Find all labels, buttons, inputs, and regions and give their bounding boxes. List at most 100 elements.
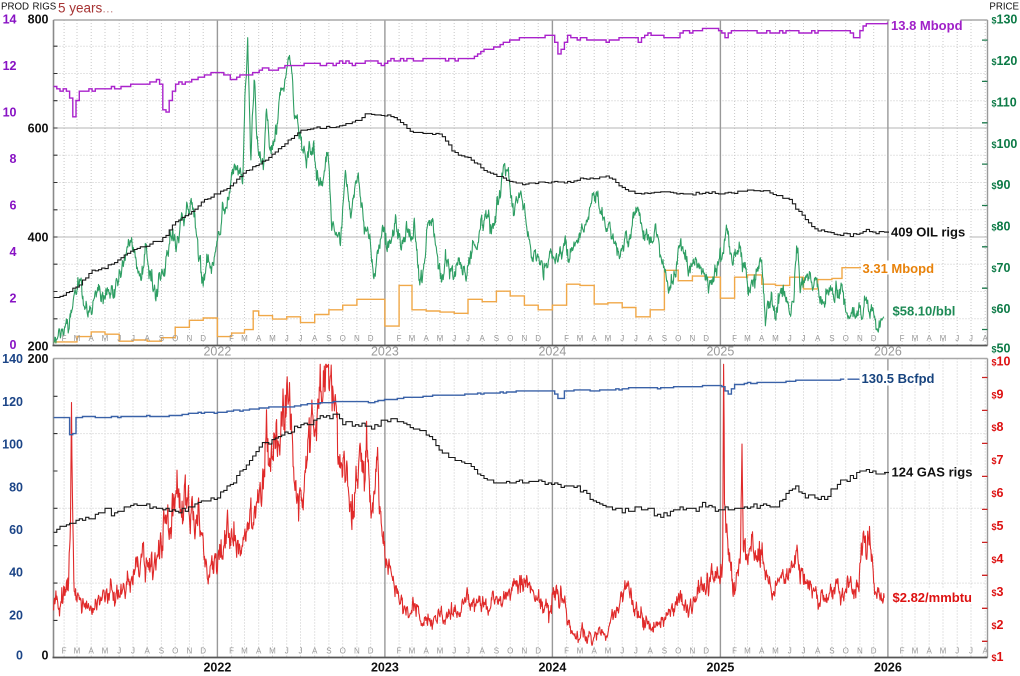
svg-text:A: A bbox=[927, 647, 933, 656]
svg-text:F: F bbox=[397, 647, 402, 656]
svg-text:A: A bbox=[256, 647, 262, 656]
svg-text:O: O bbox=[507, 334, 513, 343]
svg-text:200: 200 bbox=[28, 352, 49, 366]
svg-text:$100: $100 bbox=[992, 137, 1018, 151]
svg-text:$60: $60 bbox=[992, 302, 1011, 316]
svg-text:A: A bbox=[145, 334, 151, 343]
svg-text:$7: $7 bbox=[992, 453, 1004, 467]
svg-text:D: D bbox=[368, 647, 374, 656]
svg-text:O: O bbox=[340, 647, 346, 656]
svg-text:PROD: PROD bbox=[1, 2, 29, 13]
svg-text:M: M bbox=[744, 647, 751, 656]
svg-text:$2: $2 bbox=[992, 618, 1004, 632]
svg-text:600: 600 bbox=[28, 121, 49, 135]
svg-text:S: S bbox=[494, 334, 499, 343]
svg-text:A: A bbox=[815, 334, 821, 343]
svg-text:J: J bbox=[969, 334, 973, 343]
svg-text:J: J bbox=[466, 334, 470, 343]
svg-text:3.31 Mbopd: 3.31 Mbopd bbox=[863, 261, 935, 276]
svg-text:6: 6 bbox=[10, 198, 17, 212]
svg-text:A: A bbox=[592, 334, 598, 343]
svg-text:J: J bbox=[634, 334, 638, 343]
svg-text:A: A bbox=[312, 647, 318, 656]
svg-text:O: O bbox=[675, 334, 681, 343]
svg-text:O: O bbox=[675, 647, 681, 656]
svg-text:4: 4 bbox=[10, 245, 17, 259]
svg-text:O: O bbox=[843, 647, 849, 656]
svg-text:$2.82/mmbtu: $2.82/mmbtu bbox=[893, 590, 973, 605]
svg-text:N: N bbox=[857, 647, 863, 656]
svg-text:O: O bbox=[507, 647, 513, 656]
svg-text:A: A bbox=[256, 334, 262, 343]
svg-text:M: M bbox=[744, 334, 751, 343]
svg-text:J: J bbox=[131, 647, 135, 656]
svg-text:M: M bbox=[409, 647, 416, 656]
svg-text:J: J bbox=[955, 334, 959, 343]
svg-text:$1: $1 bbox=[992, 650, 1004, 664]
svg-text:A: A bbox=[145, 647, 151, 656]
svg-text:M: M bbox=[409, 334, 416, 343]
svg-text:J: J bbox=[117, 334, 121, 343]
svg-text:$80: $80 bbox=[992, 220, 1011, 234]
svg-text:A: A bbox=[648, 647, 654, 656]
svg-text:N: N bbox=[354, 334, 360, 343]
svg-text:2025: 2025 bbox=[706, 661, 734, 675]
svg-text:M: M bbox=[772, 334, 779, 343]
svg-text:M: M bbox=[772, 647, 779, 656]
svg-text:J: J bbox=[452, 334, 456, 343]
svg-text:$10: $10 bbox=[992, 354, 1011, 368]
svg-text:A: A bbox=[759, 647, 765, 656]
svg-text:5 years...: 5 years... bbox=[58, 1, 114, 16]
svg-text:10: 10 bbox=[3, 105, 17, 119]
svg-text:N: N bbox=[522, 647, 528, 656]
svg-text:$50: $50 bbox=[992, 342, 1011, 356]
svg-text:M: M bbox=[577, 334, 584, 343]
svg-text:200: 200 bbox=[28, 339, 49, 353]
svg-text:D: D bbox=[703, 647, 709, 656]
svg-text:S: S bbox=[326, 334, 331, 343]
svg-text:F: F bbox=[62, 647, 67, 656]
svg-text:J: J bbox=[466, 647, 470, 656]
svg-text:14: 14 bbox=[3, 12, 17, 26]
svg-text:60: 60 bbox=[9, 523, 23, 537]
svg-text:O: O bbox=[172, 334, 178, 343]
svg-text:F: F bbox=[900, 647, 905, 656]
svg-text:M: M bbox=[577, 647, 584, 656]
svg-text:M: M bbox=[241, 647, 248, 656]
svg-text:A: A bbox=[424, 334, 430, 343]
svg-text:J: J bbox=[969, 647, 973, 656]
svg-text:M: M bbox=[74, 647, 81, 656]
svg-text:A: A bbox=[759, 334, 765, 343]
svg-text:A: A bbox=[815, 647, 821, 656]
svg-text:J: J bbox=[285, 334, 289, 343]
svg-text:124 GAS rigs: 124 GAS rigs bbox=[892, 465, 973, 480]
svg-text:F: F bbox=[62, 334, 67, 343]
svg-text:2023: 2023 bbox=[371, 661, 399, 675]
svg-text:D: D bbox=[871, 647, 877, 656]
svg-text:M: M bbox=[912, 334, 919, 343]
svg-text:RIGS: RIGS bbox=[33, 2, 57, 13]
svg-text:A: A bbox=[480, 647, 486, 656]
svg-text:J: J bbox=[620, 334, 624, 343]
svg-text:N: N bbox=[690, 334, 696, 343]
svg-text:$70: $70 bbox=[992, 261, 1011, 275]
svg-text:M: M bbox=[437, 647, 444, 656]
svg-text:S: S bbox=[662, 334, 667, 343]
svg-text:O: O bbox=[340, 334, 346, 343]
svg-text:J: J bbox=[955, 647, 959, 656]
svg-text:$90: $90 bbox=[992, 178, 1011, 192]
svg-text:$6: $6 bbox=[992, 486, 1004, 500]
svg-text:2026: 2026 bbox=[874, 661, 902, 675]
svg-text:A: A bbox=[424, 647, 430, 656]
svg-text:$58.10/bbl: $58.10/bbl bbox=[893, 303, 956, 318]
svg-text:J: J bbox=[620, 647, 624, 656]
svg-text:$8: $8 bbox=[992, 420, 1004, 434]
svg-text:J: J bbox=[802, 334, 806, 343]
svg-text:A: A bbox=[480, 334, 486, 343]
svg-text:A: A bbox=[89, 334, 95, 343]
svg-text:D: D bbox=[703, 334, 709, 343]
svg-text:M: M bbox=[74, 334, 81, 343]
svg-text:M: M bbox=[241, 334, 248, 343]
svg-text:140: 140 bbox=[2, 352, 23, 366]
svg-text:J: J bbox=[802, 647, 806, 656]
